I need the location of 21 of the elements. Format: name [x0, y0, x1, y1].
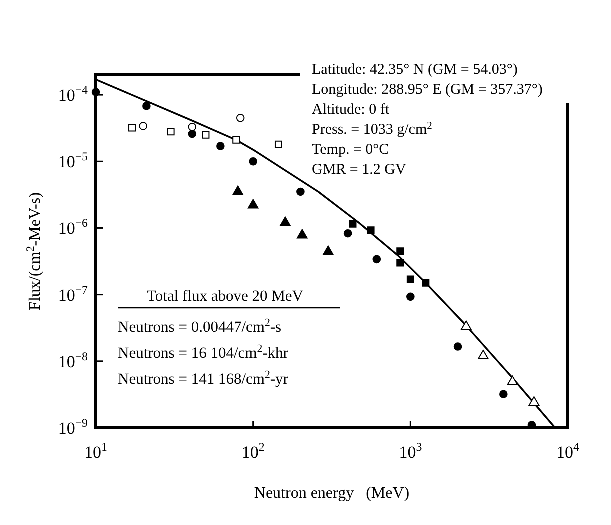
y-tick-label: 10$^{−6}$: [58, 216, 88, 238]
x-tick-label: 10$^{1}$: [84, 440, 108, 462]
x-axis-title: Neutron energy (MeV): [254, 485, 410, 502]
annotation: GMR = 1.2 GV: [312, 162, 406, 178]
annotation: Neutrons = 0.00447/cm$^{2}$-s: [118, 317, 282, 336]
annotation: Neutrons = 141 168/cm$^{2}$-yr: [118, 369, 290, 388]
y-tick-label: 10$^{−9}$: [58, 416, 88, 438]
y-tick-label: 10$^{−4}$: [58, 83, 88, 106]
annotation: Neutrons = 16 104/cm$^{2}$-khr: [118, 343, 290, 362]
annotation: Total flux above 20 MeV: [147, 288, 304, 305]
annotation: Temp. = 0°C: [312, 142, 390, 158]
x-tick-label: 10$^{3}$: [399, 440, 422, 462]
annotation: Altitude: 0 ft: [312, 102, 390, 118]
x-tick-label: 10$^{2}$: [242, 440, 265, 462]
y-tick-label: 10$^{−7}$: [58, 282, 88, 305]
annotation: Latitude: 42.35° N (GM = 54.03°): [312, 62, 518, 78]
x-tick-label: 10$^{4}$: [556, 440, 580, 462]
annotation: Press. = 1033 g/cm$^{2}$: [312, 120, 432, 138]
y-tick-label: 10$^{−8}$: [58, 349, 88, 372]
annotation: Longitude: 288.95° E (GM = 357.37°): [312, 82, 543, 98]
y-tick-label: 10$^{−5}$: [58, 150, 88, 172]
